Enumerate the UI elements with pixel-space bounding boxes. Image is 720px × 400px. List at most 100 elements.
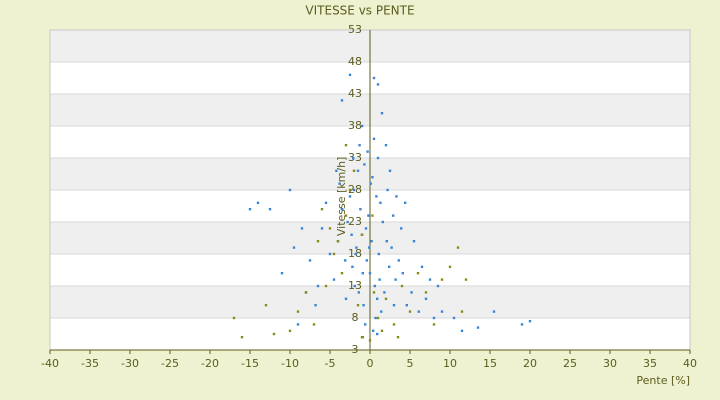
scatter-point [346, 220, 349, 224]
scatter-point [400, 284, 404, 288]
scatter-point [381, 220, 384, 224]
x-tick-label: -40 [41, 357, 59, 370]
scatter-point [360, 233, 364, 236]
y-tick-label: 3 [352, 343, 359, 356]
scatter-point [370, 240, 373, 243]
scatter-point [256, 201, 260, 204]
scatter-point [376, 156, 380, 160]
scatter-point [336, 240, 340, 243]
scatter-point [348, 195, 352, 198]
scatter-point [344, 144, 348, 147]
scatter-point [344, 297, 348, 300]
scatter-point [372, 76, 376, 80]
scatter-point [364, 323, 367, 326]
scatter-point [364, 227, 368, 230]
scatter-point [357, 291, 360, 294]
scatter-point [390, 246, 393, 249]
x-tick-label: 10 [443, 357, 457, 370]
scatter-point [366, 150, 369, 153]
y-tick-label: 53 [348, 23, 362, 36]
scatter-point [440, 278, 444, 281]
scatter-point [374, 316, 377, 320]
x-tick-label: 5 [407, 357, 414, 370]
scatter-point [375, 195, 378, 198]
scatter-point [316, 240, 320, 243]
scatter-point [464, 278, 468, 281]
scatter-point [384, 144, 388, 147]
scatter-point [288, 188, 292, 192]
scatter-point [401, 272, 404, 275]
scatter-point [424, 291, 428, 294]
scatter-point [296, 323, 300, 326]
scatter-point [380, 112, 384, 115]
scatter-point [417, 310, 420, 313]
scatter-point [392, 304, 396, 307]
scatter-point [359, 208, 362, 211]
scatter-point [264, 304, 268, 307]
y-tick-label: 38 [348, 119, 362, 132]
x-tick-label: 40 [683, 357, 697, 370]
scatter-point [248, 208, 252, 211]
scatter-point [335, 169, 338, 172]
scatter-point [332, 252, 336, 256]
scatter-point [420, 265, 424, 268]
scatter-point [350, 233, 353, 236]
y-tick-label: 23 [348, 215, 362, 228]
scatter-point [440, 310, 444, 313]
scatter-point [371, 214, 374, 217]
scatter-point [232, 316, 236, 320]
scatter-point [412, 240, 416, 243]
scatter-point [312, 323, 316, 326]
x-tick-label: -15 [241, 357, 259, 370]
scatter-point [376, 297, 379, 300]
scatter-point [354, 252, 357, 256]
scatter-point [308, 259, 312, 262]
scatter-point [314, 304, 317, 307]
scatter-point [352, 169, 356, 172]
x-tick-label: 25 [563, 357, 577, 370]
scatter-point [456, 246, 460, 249]
scatter-point [388, 265, 391, 268]
scatter-point [372, 137, 376, 140]
scatter-point [320, 227, 324, 230]
scatter-point [324, 284, 328, 288]
scatter-point [348, 188, 352, 192]
x-tick-label: -35 [81, 357, 99, 370]
scatter-point [340, 99, 344, 102]
scatter-point [372, 291, 376, 294]
scatter-point [378, 278, 381, 281]
scatter-point [328, 252, 332, 256]
scatter-point [368, 339, 372, 342]
scatter-point [340, 208, 344, 211]
scatter-point [432, 316, 436, 320]
scatter-point [397, 259, 400, 262]
scatter-point [268, 208, 272, 211]
x-tick-label: 20 [523, 357, 537, 370]
scatter-point [432, 323, 436, 326]
scatter-point [405, 304, 408, 307]
scatter-point [296, 310, 300, 313]
x-tick-label: -5 [325, 357, 336, 370]
scatter-point [368, 246, 371, 249]
scatter-point [376, 83, 380, 86]
scatter-point [460, 310, 464, 313]
scatter-point [240, 336, 244, 339]
scatter-point [388, 169, 392, 172]
scatter-point [338, 182, 341, 185]
scatter-point [492, 310, 496, 313]
x-axis-title: Pente [%] [636, 374, 690, 387]
scatter-point [385, 240, 388, 243]
scatter-point [356, 169, 360, 172]
scatter-point [351, 265, 354, 268]
scatter-point [316, 284, 320, 288]
x-tick-label: 35 [643, 357, 657, 370]
scatter-point [372, 329, 375, 332]
scatter-point [436, 284, 440, 288]
scatter-point [352, 156, 355, 160]
scatter-point [356, 304, 360, 307]
scatter-point [352, 188, 356, 192]
chart-title: VITESSE vs PENTE [305, 4, 414, 18]
scatter-point [424, 297, 428, 300]
scatter-point [384, 297, 388, 300]
y-axis-title: Vitesse [km/h] [335, 157, 348, 237]
